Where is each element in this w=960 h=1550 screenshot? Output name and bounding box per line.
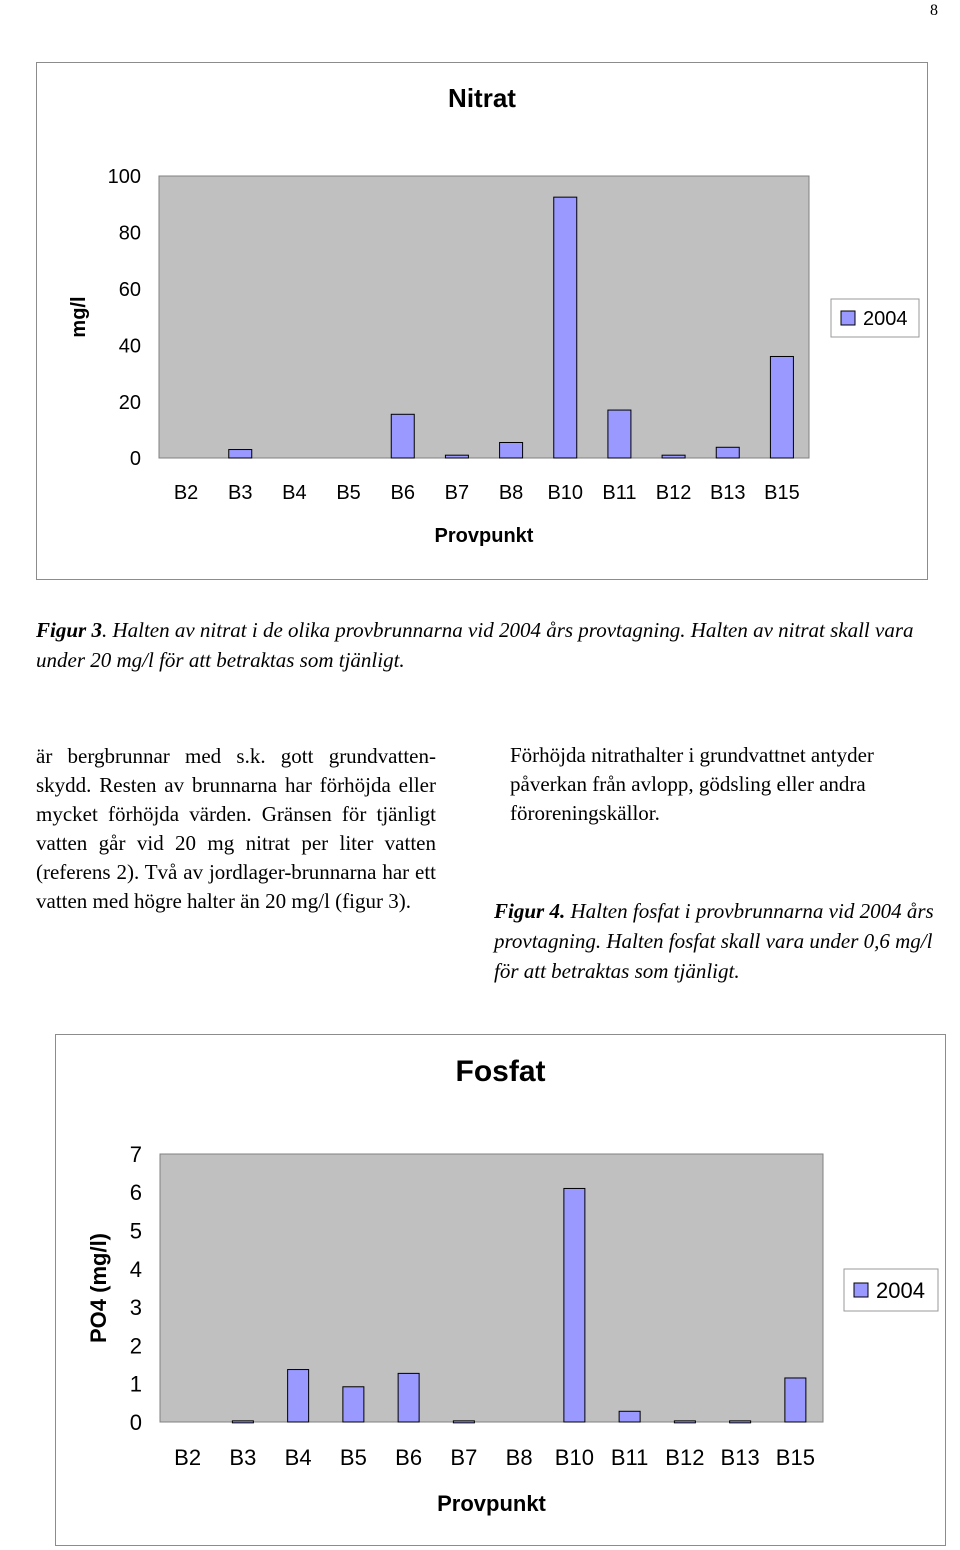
fosfat-y-tick-label: 0	[130, 1410, 142, 1435]
nitrat-plot-area	[158, 175, 810, 459]
nitrat-legend-label: 2004	[863, 308, 908, 330]
fosfat-chart: Fosfat 0 1 2 3 4 5 6 7 B2 B3 B4 B5 B6 B7 B8 B10 B11 B12 B1…	[55, 1034, 946, 1546]
figure-4-text: Halten fosfat i provbrunnarna vid 2004 å…	[494, 899, 934, 983]
fosfat-y-tick-label: 3	[130, 1295, 142, 1320]
fosfat-x-tick-label: B6	[395, 1445, 422, 1470]
fosfat-y-axis-title: PO4 (mg/l)	[86, 1233, 111, 1343]
nitrat-y-tick-label: 80	[119, 223, 141, 245]
fosfat-bar-b11	[618, 1410, 641, 1423]
fosfat-x-tick-label: B15	[776, 1445, 815, 1470]
nitrat-bar-b10	[553, 196, 578, 459]
nitrat-bar-b11	[607, 409, 632, 459]
fosfat-legend-swatch	[853, 1282, 869, 1298]
nitrat-bar-b7	[444, 454, 469, 459]
figure-4-label: Figur 4.	[494, 899, 566, 923]
body-text-left: är bergbrunnar med s.k. gott grundvatten…	[36, 744, 436, 913]
nitrat-x-tick-label: B8	[499, 482, 523, 504]
fosfat-legend-label: 2004	[876, 1278, 925, 1303]
nitrat-x-tick-label: B2	[174, 482, 198, 504]
nitrat-legend-swatch	[840, 310, 856, 326]
fosfat-bar-b6	[397, 1372, 420, 1423]
nitrat-x-tick-label: B12	[656, 482, 692, 504]
fosfat-plot-area	[159, 1153, 824, 1423]
fosfat-x-tick-label: B13	[721, 1445, 760, 1470]
fosfat-bar-b3	[231, 1420, 254, 1424]
fosfat-x-tick-label: B5	[340, 1445, 367, 1470]
fosfat-x-tick-label: B11	[611, 1445, 649, 1470]
fosfat-x-axis-title: Provpunkt	[437, 1491, 546, 1516]
fosfat-y-tick-label: 1	[130, 1372, 142, 1397]
nitrat-x-tick-label: B5	[336, 482, 360, 504]
fosfat-y-tick-label: 2	[130, 1333, 142, 1358]
fosfat-x-tick-label: B8	[506, 1445, 533, 1470]
nitrat-x-tick-label: B15	[764, 482, 800, 504]
nitrat-y-tick-label: 100	[108, 166, 141, 188]
fosfat-y-tick-label: 6	[130, 1180, 142, 1205]
nitrat-bar-b3	[228, 449, 253, 459]
fosfat-y-tick-label: 5	[130, 1218, 142, 1243]
nitrat-y-tick-label: 40	[119, 335, 141, 357]
nitrat-chart-svg: 0 20 40 60 80 100 B2 B3 B4 B5 B6 B7 B8 B10 B11 B12 B13 B1…	[68, 166, 920, 547]
page-number: 8	[930, 2, 938, 19]
figure-3-text: . Halten av nitrat i de olika provbrunna…	[36, 618, 914, 672]
figure-3-label: Figur 3	[36, 618, 102, 642]
fosfat-bar-b5	[342, 1386, 365, 1423]
nitrat-x-tick-label: B6	[391, 482, 415, 504]
nitrat-x-tick-label: B13	[710, 482, 746, 504]
fosfat-y-tick-label: 4	[130, 1257, 142, 1282]
nitrat-x-tick-label: B4	[282, 482, 306, 504]
fosfat-bar-b15	[784, 1377, 807, 1423]
fosfat-bar-b7	[452, 1420, 475, 1424]
nitrat-x-tick-label: B11	[602, 482, 636, 504]
nitrat-x-tick-label: B7	[445, 482, 469, 504]
fosfat-bar-b4	[287, 1369, 310, 1423]
nitrat-bar-b13	[715, 446, 740, 459]
nitrat-y-tick-label: 0	[130, 448, 141, 470]
fosfat-x-tick-label: B12	[665, 1445, 704, 1470]
fosfat-x-tick-label: B2	[174, 1445, 201, 1470]
nitrat-chart: Nitrat 0 20 40 60 80 100 B2 B3 B4 B5 B6 B7 B8 B10 B11 B…	[36, 62, 928, 580]
nitrat-x-axis-title: Provpunkt	[435, 525, 534, 547]
fosfat-y-tick-label: 7	[130, 1142, 142, 1167]
nitrat-bar-b12	[661, 454, 686, 459]
nitrat-x-tick-label: B3	[228, 482, 252, 504]
nitrat-bar-b15	[769, 355, 794, 459]
fosfat-bar-b13	[729, 1420, 752, 1424]
body-text-right: Förhöjda nitrathalter i grundvattnet ant…	[510, 743, 874, 825]
figure-4-caption: Figur 4. Halten fosfat i provbrunnarna v…	[494, 896, 960, 986]
fosfat-chart-svg: 0 1 2 3 4 5 6 7 B2 B3 B4 B5 B6 B7 B8 B10 B11 B12 B13 B15 Pro…	[86, 1142, 939, 1516]
nitrat-y-axis-title: mg/l	[68, 296, 90, 337]
nitrat-x-tick-label: B10	[547, 482, 583, 504]
fosfat-bar-b10	[563, 1187, 586, 1423]
nitrat-y-tick-label: 60	[119, 279, 141, 301]
nitrat-bar-b8	[499, 441, 524, 459]
fosfat-x-tick-label: B3	[229, 1445, 256, 1470]
fosfat-x-tick-label: B4	[285, 1445, 312, 1470]
figure-3-caption: Figur 3. Halten av nitrat i de olika pro…	[36, 615, 936, 675]
fosfat-bar-b12	[673, 1420, 696, 1424]
nitrat-bar-b6	[390, 413, 415, 459]
nitrat-chart-title: Nitrat	[448, 83, 516, 113]
fosfat-x-tick-label: B7	[450, 1445, 477, 1470]
fosfat-x-tick-label: B10	[555, 1445, 594, 1470]
nitrat-y-tick-label: 20	[119, 392, 141, 414]
fosfat-chart-title: Fosfat	[455, 1055, 546, 1088]
